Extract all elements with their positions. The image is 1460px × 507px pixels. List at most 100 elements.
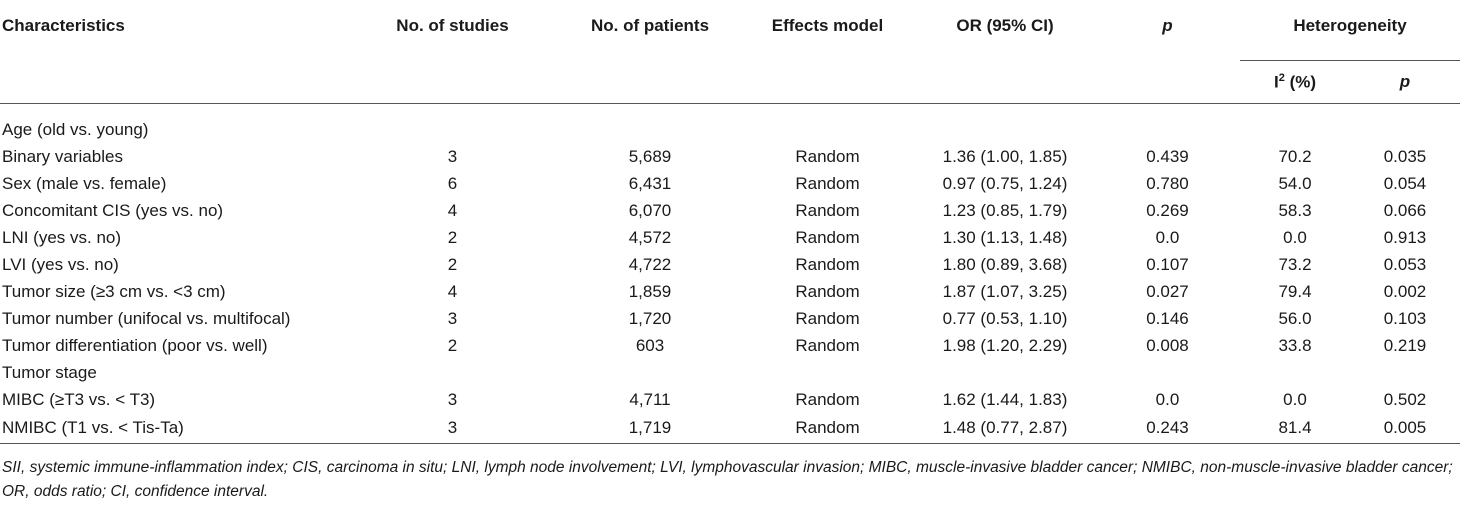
cell-characteristic: Tumor stage xyxy=(2,362,97,382)
cell-het-p: 0.219 xyxy=(1383,335,1427,355)
cell-characteristic: Age (old vs. young) xyxy=(2,119,149,139)
cell-het-p: 0.053 xyxy=(1383,254,1427,274)
cell-or-ci: 1.80 (0.89, 3.68) xyxy=(942,254,1068,274)
cell-characteristic: NMIBC (T1 vs. < Tis-Ta) xyxy=(0,413,345,444)
header-no-studies: No. of studies xyxy=(396,16,509,35)
table-row: Tumor number (unifocal vs. multifocal) 3 1… xyxy=(0,305,1460,332)
cell-studies: 3 xyxy=(447,146,458,166)
cell-het-p: 0.005 xyxy=(1350,413,1460,444)
cell-or-ci: 1.98 (1.20, 2.29) xyxy=(942,335,1068,355)
cell-or-ci: 1.48 (0.77, 2.87) xyxy=(915,413,1095,444)
cell-p: 0.269 xyxy=(1146,200,1189,220)
cell-model xyxy=(740,359,915,386)
table-row: Tumor differentiation (poor vs. well) 2 60… xyxy=(0,332,1460,359)
header-heterogeneity: Heterogeneity xyxy=(1240,0,1460,61)
header-p: p xyxy=(1162,16,1173,35)
cell-characteristic: LVI (yes vs. no) xyxy=(2,254,119,274)
cell-i2: 58.3 xyxy=(1278,200,1312,220)
table-header: Characteristics No. of studies No. of pa… xyxy=(0,0,1460,104)
cell-i2: 0.0 xyxy=(1283,389,1307,409)
cell-het-p: 0.103 xyxy=(1383,308,1427,328)
table-row: Tumor size (≥3 cm vs. <3 cm) 4 1,859 Random… xyxy=(0,278,1460,305)
cell-het-p xyxy=(1350,359,1460,386)
cell-model: Random xyxy=(795,308,860,328)
cell-model xyxy=(740,104,915,144)
cell-patients: 4,711 xyxy=(629,389,671,409)
cell-i2: 56.0 xyxy=(1278,308,1312,328)
cell-p: 0.008 xyxy=(1146,335,1189,355)
cell-or-ci: 0.77 (0.53, 1.10) xyxy=(942,308,1068,328)
cell-or-ci: 1.23 (0.85, 1.79) xyxy=(942,200,1068,220)
cell-model: Random xyxy=(795,254,860,274)
table-row: MIBC (≥T3 vs. < T3) 3 4,711 Random 1.62 (1.4… xyxy=(0,386,1460,413)
cell-studies xyxy=(345,104,560,144)
cell-studies xyxy=(345,359,560,386)
cell-characteristic: Binary variables xyxy=(2,146,123,166)
header-het-p: p xyxy=(1350,60,1460,104)
cell-p xyxy=(1095,104,1240,144)
cell-i2 xyxy=(1240,104,1350,144)
cell-het-p: 0.035 xyxy=(1383,146,1427,166)
cell-characteristic: LNI (yes vs. no) xyxy=(2,227,122,247)
cell-studies: 2 xyxy=(447,254,458,274)
cell-patients: 6,070 xyxy=(628,200,672,220)
cell-patients xyxy=(560,359,740,386)
cell-het-p: 0.002 xyxy=(1383,281,1427,301)
header-or-ci: OR (95% CI) xyxy=(956,16,1054,35)
cell-model: Random xyxy=(795,281,860,301)
cell-het-p: 0.913 xyxy=(1383,227,1427,247)
cell-studies: 4 xyxy=(447,281,458,301)
cell-patients xyxy=(560,104,740,144)
table-row: Sex (male vs. female) 6 6,431 Random 0.97 (0… xyxy=(0,170,1460,197)
cell-model: Random xyxy=(795,227,860,247)
cell-characteristic: Concomitant CIS (yes vs. no) xyxy=(2,200,224,220)
cell-het-p: 0.066 xyxy=(1383,200,1427,220)
cell-model: Random xyxy=(795,335,860,355)
table-row: Age (old vs. young) xyxy=(0,104,1460,144)
cell-p: 0.243 xyxy=(1095,413,1240,444)
cell-patients: 1,719 xyxy=(560,413,740,444)
header-characteristics: Characteristics xyxy=(2,16,125,35)
table-footnote: SII, systemic immune-inflammation index;… xyxy=(2,459,1453,500)
cell-p: 0.146 xyxy=(1146,308,1189,328)
cell-p xyxy=(1095,359,1240,386)
results-table: Characteristics No. of studies No. of pa… xyxy=(0,0,1460,444)
cell-studies: 3 xyxy=(345,413,560,444)
cell-studies: 4 xyxy=(447,200,458,220)
cell-i2: 70.2 xyxy=(1278,146,1312,166)
cell-or-ci xyxy=(915,104,1095,144)
cell-or-ci xyxy=(915,359,1095,386)
table-row: Concomitant CIS (yes vs. no) 4 6,070 Random… xyxy=(0,197,1460,224)
cell-i2: 79.4 xyxy=(1278,281,1312,301)
cell-patients: 603 xyxy=(635,335,665,355)
cell-het-p: 0.054 xyxy=(1383,173,1427,193)
table-body: Age (old vs. young) Binary variables 3 5,68… xyxy=(0,104,1460,444)
cell-or-ci: 1.36 (1.00, 1.85) xyxy=(942,146,1068,166)
cell-patients: 6,431 xyxy=(628,173,672,193)
cell-studies: 3 xyxy=(447,308,458,328)
cell-patients: 5,689 xyxy=(628,146,672,166)
cell-p: 0.780 xyxy=(1146,173,1189,193)
cell-model: Random xyxy=(740,413,915,444)
cell-patients: 1,859 xyxy=(628,281,672,301)
header-effects-model: Effects model xyxy=(771,16,884,35)
cell-or-ci: 1.62 (1.44, 1.83) xyxy=(942,389,1068,409)
cell-characteristic: Tumor size (≥3 cm vs. <3 cm) xyxy=(2,281,226,301)
cell-characteristic: MIBC (≥T3 vs. < T3) xyxy=(2,389,156,409)
table-row: LNI (yes vs. no) 2 4,572 Random 1.30 (1.13, … xyxy=(0,224,1460,251)
cell-characteristic: Sex (male vs. female) xyxy=(2,173,167,193)
header-i2: I2 (%) xyxy=(1240,60,1350,104)
cell-or-ci: 0.97 (0.75, 1.24) xyxy=(942,173,1068,193)
cell-or-ci: 1.30 (1.13, 1.48) xyxy=(942,227,1068,247)
cell-studies: 2 xyxy=(447,335,458,355)
table-row: NMIBC (T1 vs. < Tis-Ta) 3 1,719 Random 1.48 … xyxy=(0,413,1460,444)
cell-model: Random xyxy=(795,200,860,220)
cell-studies: 2 xyxy=(447,227,458,247)
cell-i2 xyxy=(1240,359,1350,386)
table-row: Binary variables 3 5,689 Random 1.36 (1.00, … xyxy=(0,143,1460,170)
cell-p: 0.0 xyxy=(1155,227,1180,247)
cell-i2: 54.0 xyxy=(1278,173,1312,193)
cell-studies: 6 xyxy=(447,173,458,193)
table-row: LVI (yes vs. no) 2 4,722 Random 1.80 (0.89, … xyxy=(0,251,1460,278)
cell-or-ci: 1.87 (1.07, 3.25) xyxy=(942,281,1068,301)
